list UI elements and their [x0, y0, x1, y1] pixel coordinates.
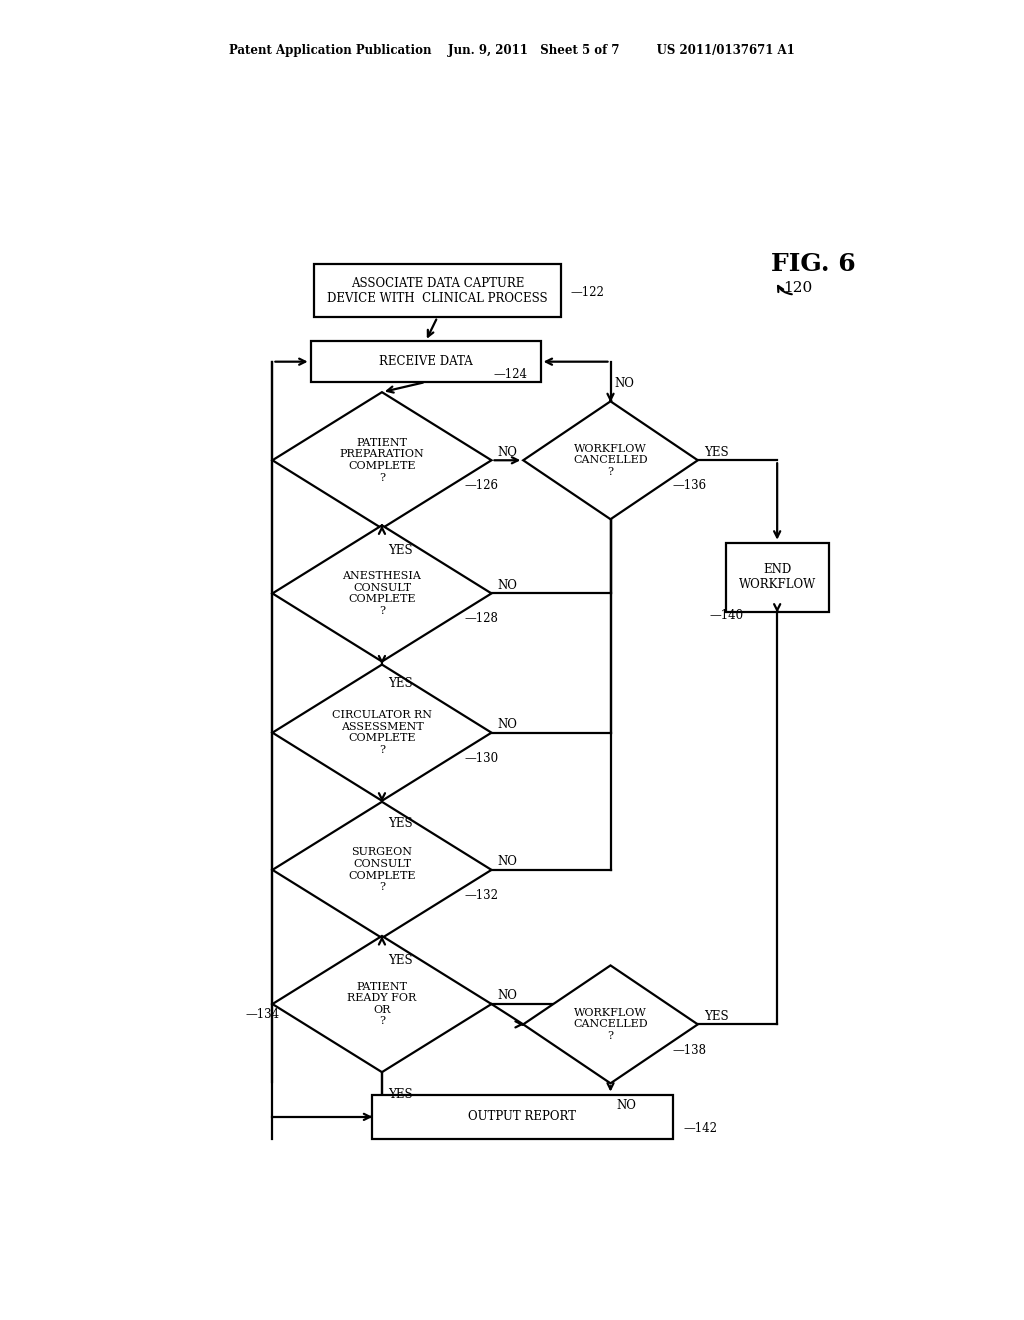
Text: NO: NO: [498, 990, 518, 1002]
Text: YES: YES: [705, 1010, 729, 1023]
Polygon shape: [272, 936, 492, 1072]
Text: —124: —124: [494, 368, 527, 381]
Text: YES: YES: [388, 954, 413, 966]
Text: —138: —138: [673, 1044, 707, 1057]
Text: —128: —128: [465, 612, 499, 626]
Text: NO: NO: [498, 578, 518, 591]
Text: YES: YES: [388, 1088, 413, 1101]
Text: —126: —126: [465, 479, 499, 492]
Text: —122: —122: [570, 286, 605, 300]
Text: PATIENT
PREPARATION
COMPLETE
?: PATIENT PREPARATION COMPLETE ?: [340, 438, 424, 483]
Text: YES: YES: [388, 677, 413, 690]
Text: FIG. 6: FIG. 6: [771, 252, 855, 276]
Text: —142: —142: [684, 1122, 718, 1135]
Text: NO: NO: [498, 718, 518, 731]
Polygon shape: [272, 525, 492, 661]
Text: —134: —134: [246, 1007, 280, 1020]
Text: ASSOCIATE DATA CAPTURE
DEVICE WITH  CLINICAL PROCESS: ASSOCIATE DATA CAPTURE DEVICE WITH CLINI…: [328, 276, 548, 305]
Text: YES: YES: [388, 817, 413, 830]
Polygon shape: [272, 664, 492, 801]
Text: NO: NO: [498, 446, 518, 458]
Text: 120: 120: [782, 281, 812, 296]
Text: OUTPUT REPORT: OUTPUT REPORT: [468, 1110, 577, 1123]
Text: RECEIVE DATA: RECEIVE DATA: [379, 355, 472, 368]
Text: PATIENT
READY FOR
OR
?: PATIENT READY FOR OR ?: [347, 982, 417, 1027]
Text: NO: NO: [616, 1100, 637, 1113]
Text: Patent Application Publication    Jun. 9, 2011   Sheet 5 of 7         US 2011/01: Patent Application Publication Jun. 9, 2…: [229, 44, 795, 57]
Text: CIRCULATOR RN
ASSESSMENT
COMPLETE
?: CIRCULATOR RN ASSESSMENT COMPLETE ?: [332, 710, 432, 755]
Polygon shape: [272, 392, 492, 528]
FancyBboxPatch shape: [314, 264, 560, 317]
Polygon shape: [272, 801, 492, 939]
Text: —140: —140: [710, 610, 743, 622]
Polygon shape: [523, 965, 697, 1084]
FancyBboxPatch shape: [726, 543, 828, 611]
Text: —132: —132: [465, 888, 499, 902]
Text: —130: —130: [465, 751, 499, 764]
Text: YES: YES: [705, 446, 729, 458]
Text: WORKFLOW
CANCELLED
?: WORKFLOW CANCELLED ?: [573, 1007, 648, 1041]
Text: ANESTHESIA
CONSULT
COMPLETE
?: ANESTHESIA CONSULT COMPLETE ?: [342, 572, 422, 616]
Polygon shape: [523, 401, 697, 519]
Text: WORKFLOW
CANCELLED
?: WORKFLOW CANCELLED ?: [573, 444, 648, 477]
FancyBboxPatch shape: [310, 342, 541, 381]
FancyBboxPatch shape: [372, 1094, 673, 1139]
Text: END
WORKFLOW: END WORKFLOW: [738, 564, 816, 591]
Text: YES: YES: [388, 544, 413, 557]
Text: NO: NO: [498, 855, 518, 869]
Text: SURGEON
CONSULT
COMPLETE
?: SURGEON CONSULT COMPLETE ?: [348, 847, 416, 892]
Text: NO: NO: [614, 376, 634, 389]
Text: —136: —136: [673, 479, 707, 492]
